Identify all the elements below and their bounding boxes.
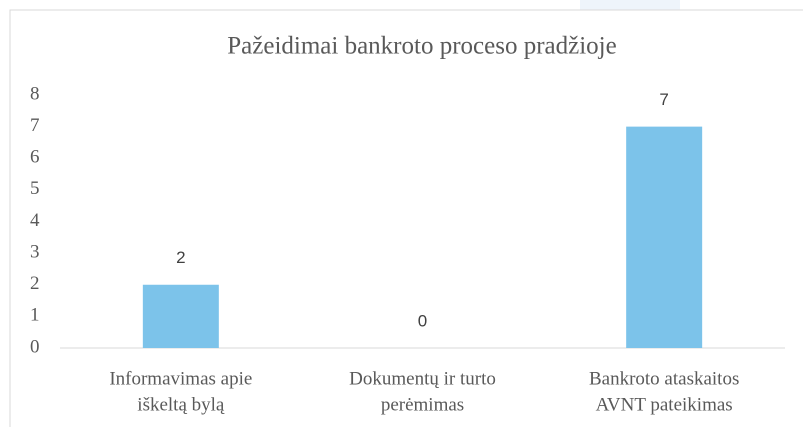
data-label: 0 <box>418 311 427 330</box>
y-tick-label: 4 <box>30 210 40 231</box>
y-tick-label: 0 <box>30 336 40 357</box>
chart-title: Pažeidimai bankroto proceso pradžioje <box>227 33 616 60</box>
x-tick-label: Dokumentų ir turto <box>349 368 496 389</box>
y-tick-label: 5 <box>30 178 40 199</box>
y-tick-label: 6 <box>30 147 40 168</box>
y-tick-label: 1 <box>30 305 40 326</box>
data-label: 2 <box>176 248 185 267</box>
x-tick-label: iškeltą bylą <box>137 394 225 415</box>
y-tick-label: 2 <box>30 273 40 294</box>
x-tick-label: perėmimas <box>381 394 464 415</box>
y-tick-label: 7 <box>30 115 40 136</box>
bar <box>626 126 703 348</box>
x-tick-label: AVNT pateikimas <box>596 394 733 415</box>
bar <box>142 284 219 348</box>
background-decoration <box>580 0 680 10</box>
y-tick-label: 8 <box>30 83 40 104</box>
y-tick-label: 3 <box>30 241 40 262</box>
data-label: 7 <box>659 90 668 109</box>
x-tick-label: Bankroto ataskaitos <box>589 368 739 389</box>
x-tick-label: Informavimas apie <box>109 368 252 389</box>
